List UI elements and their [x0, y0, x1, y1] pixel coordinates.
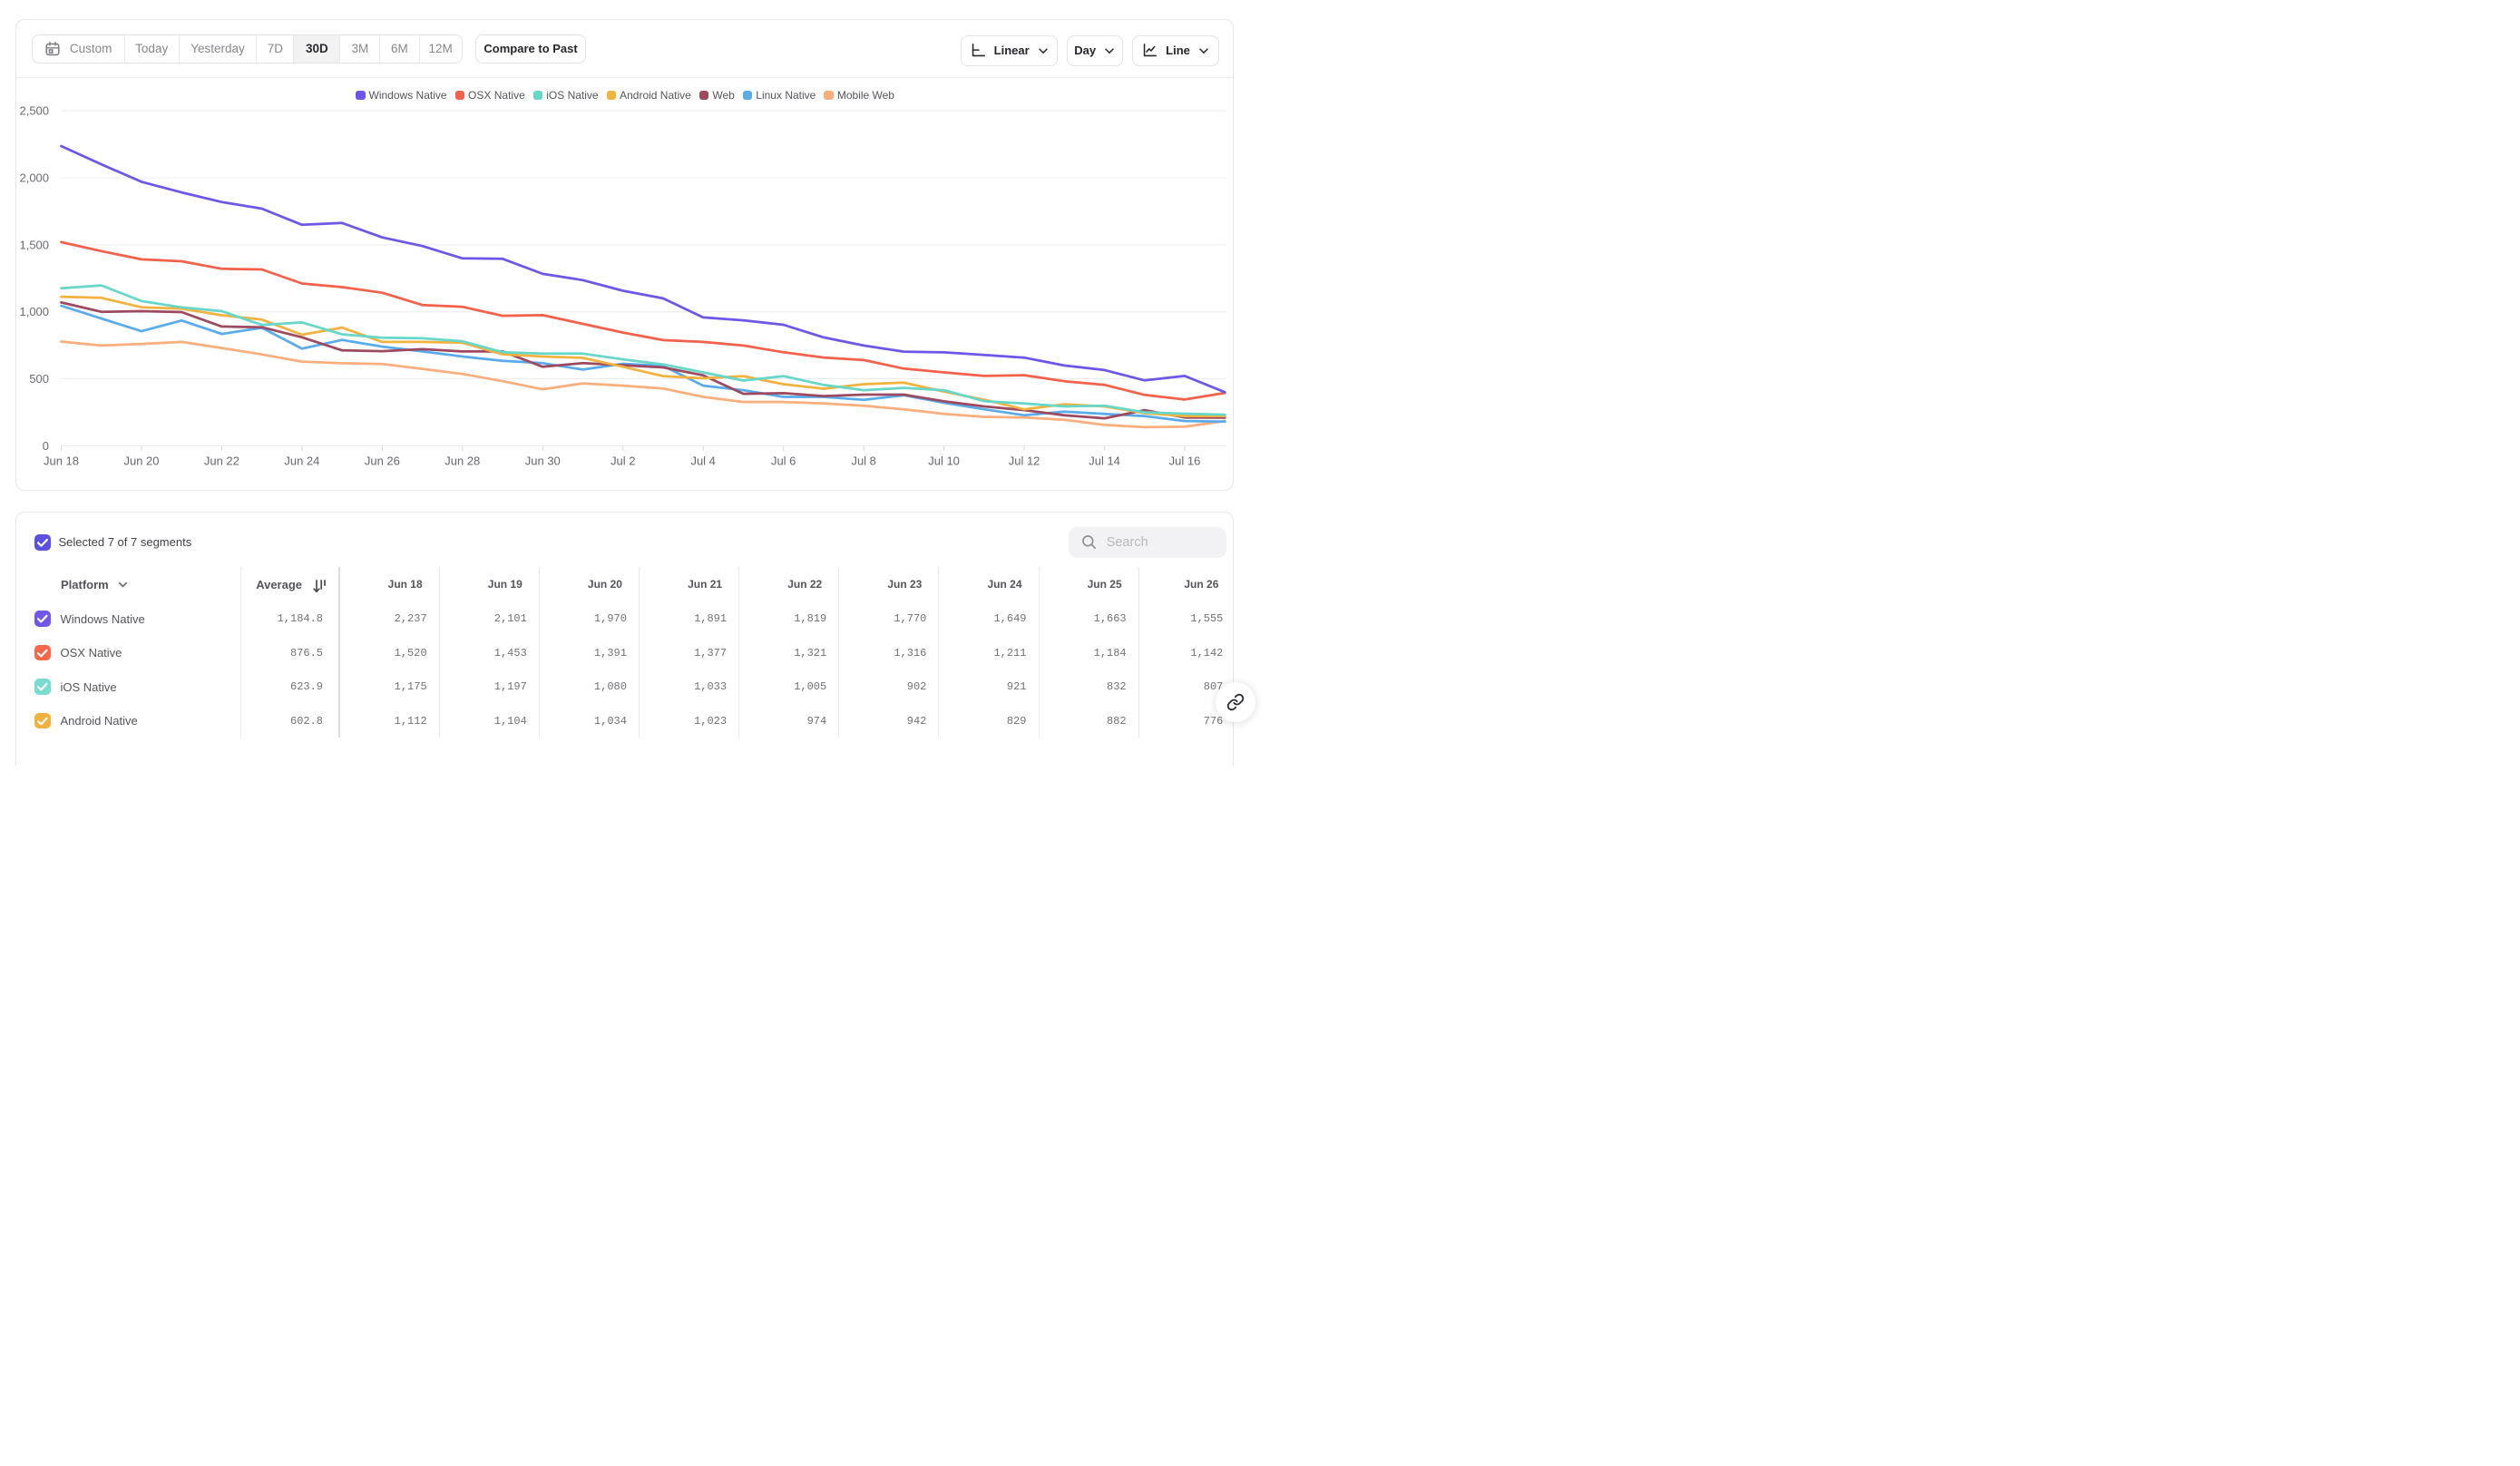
svg-text:Jul 8: Jul 8 [851, 454, 875, 467]
svg-text:0: 0 [43, 439, 49, 453]
svg-text:Jul 4: Jul 4 [690, 454, 715, 467]
svg-text:Jul 12: Jul 12 [1009, 454, 1040, 467]
svg-text:Jun 28: Jun 28 [444, 454, 480, 467]
svg-text:500: 500 [29, 372, 49, 386]
svg-text:Jun 30: Jun 30 [525, 454, 561, 467]
svg-text:1,000: 1,000 [19, 305, 49, 318]
svg-text:1,500: 1,500 [19, 238, 49, 251]
svg-text:Jun 24: Jun 24 [284, 454, 319, 467]
svg-text:Jul 2: Jul 2 [610, 454, 635, 467]
svg-text:Jun 22: Jun 22 [204, 454, 239, 467]
svg-text:Jun 20: Jun 20 [123, 454, 159, 467]
svg-text:2,500: 2,500 [19, 103, 49, 117]
svg-text:Jul 14: Jul 14 [1089, 454, 1120, 467]
svg-text:2,000: 2,000 [19, 171, 49, 184]
svg-text:Jul 6: Jul 6 [771, 454, 796, 467]
svg-text:Jul 10: Jul 10 [928, 454, 960, 467]
svg-text:Jun 18: Jun 18 [44, 454, 79, 467]
svg-text:Jul 16: Jul 16 [1169, 454, 1201, 467]
svg-text:Jun 26: Jun 26 [365, 454, 400, 467]
